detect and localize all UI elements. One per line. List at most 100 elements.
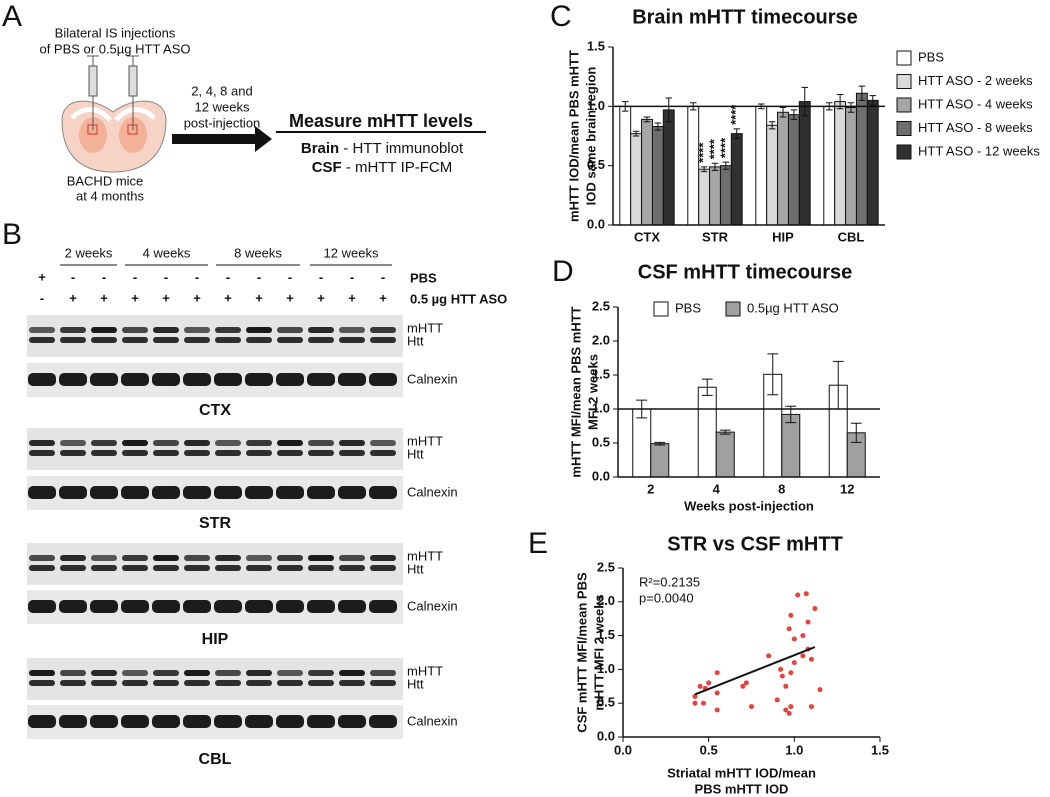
legend-swatch [896, 144, 912, 160]
band-label: Calnexin [407, 713, 458, 728]
text: BACHD mice [67, 173, 144, 188]
sign: + [317, 290, 325, 305]
row-label: PBS [410, 270, 437, 285]
ventricle [70, 107, 156, 122]
sign: - [288, 269, 292, 284]
band [153, 327, 179, 333]
y-tick-label: 2.5 [597, 559, 615, 574]
point [805, 619, 811, 625]
method-label: CSF [312, 159, 342, 176]
band [152, 715, 180, 728]
y-tick-label: 0.5 [587, 157, 605, 172]
legend-label: HTT ASO - 2 weeks [918, 73, 1033, 88]
panel-letter: E [528, 527, 548, 560]
band [59, 715, 87, 728]
point [791, 660, 797, 666]
band [122, 680, 148, 686]
y-tick-label: 2.0 [592, 332, 610, 347]
band [28, 715, 56, 728]
band [246, 450, 272, 456]
band [246, 337, 272, 343]
chart-title: Brain mHTT timecourse [632, 6, 858, 28]
band-label: mHTT [407, 663, 443, 678]
sign: + [100, 290, 108, 305]
band [369, 373, 397, 386]
band [338, 600, 366, 613]
text: 12 weeks [195, 99, 250, 114]
method-text: - HTT immunoblot [343, 140, 464, 157]
sign: - [40, 290, 44, 305]
bar [662, 109, 675, 226]
blot-panel: 2 weeks 4 weeks 8 weeks 12 weeks + - - - - - - - - - -… [27, 245, 507, 768]
point [808, 704, 814, 710]
band-label: Htt [407, 446, 424, 461]
bar [845, 107, 857, 226]
method: CSF - mHTT IP-FCM [312, 159, 453, 176]
legend-label: HTT ASO - 8 weeks [918, 120, 1033, 135]
band [370, 337, 396, 343]
legend-label: HTT ASO - 12 weeks [918, 143, 1040, 158]
point [743, 680, 749, 686]
band [215, 670, 241, 676]
band [90, 715, 118, 728]
x-tick-label: CBL [838, 229, 865, 244]
y-tick-label: 0.0 [597, 728, 615, 743]
band [307, 600, 335, 613]
heading: Measure mHTT levels [289, 111, 473, 131]
band [338, 373, 366, 386]
x-tick-label: 1.5 [871, 742, 889, 757]
point [766, 653, 772, 659]
sign: + [224, 290, 232, 305]
point [779, 673, 785, 679]
point [714, 707, 720, 713]
band [184, 337, 210, 343]
sign: - [381, 269, 385, 284]
panel-letter: C [550, 0, 572, 33]
band [122, 327, 148, 333]
band [246, 565, 272, 571]
bar [755, 105, 768, 226]
point [714, 690, 720, 696]
x-tick-label: 8 [778, 481, 785, 496]
band [277, 670, 303, 676]
band [60, 670, 86, 676]
point [788, 670, 794, 676]
band [215, 440, 241, 446]
group-label: 2 weeks [65, 245, 113, 260]
y-tick-label: 1.0 [597, 661, 615, 676]
bar [719, 165, 732, 226]
band [153, 565, 179, 571]
band [245, 486, 273, 499]
band [307, 715, 335, 728]
band-label: mHTT [407, 433, 443, 448]
band [339, 327, 365, 333]
sign: - [102, 269, 106, 284]
x-tick-label: CTX [634, 229, 660, 244]
band [183, 373, 211, 386]
band [370, 440, 396, 446]
band [90, 373, 118, 386]
bar [781, 413, 801, 478]
band [29, 450, 55, 456]
sign: + [379, 290, 387, 305]
point [791, 636, 797, 642]
band [276, 715, 304, 728]
band [277, 565, 303, 571]
band [246, 555, 272, 561]
band [90, 486, 118, 499]
error-bar [767, 353, 779, 396]
group-label: 4 weeks [143, 245, 191, 260]
band [214, 373, 242, 386]
band [153, 337, 179, 343]
x-tick-label: STR [702, 229, 729, 244]
band [122, 555, 148, 561]
error-bar [654, 122, 662, 131]
band [370, 555, 396, 561]
band [28, 600, 56, 613]
band [29, 680, 55, 686]
error-bar [869, 95, 877, 106]
band [307, 373, 335, 386]
y-tick-label: 0.0 [587, 216, 605, 231]
band [60, 327, 86, 333]
